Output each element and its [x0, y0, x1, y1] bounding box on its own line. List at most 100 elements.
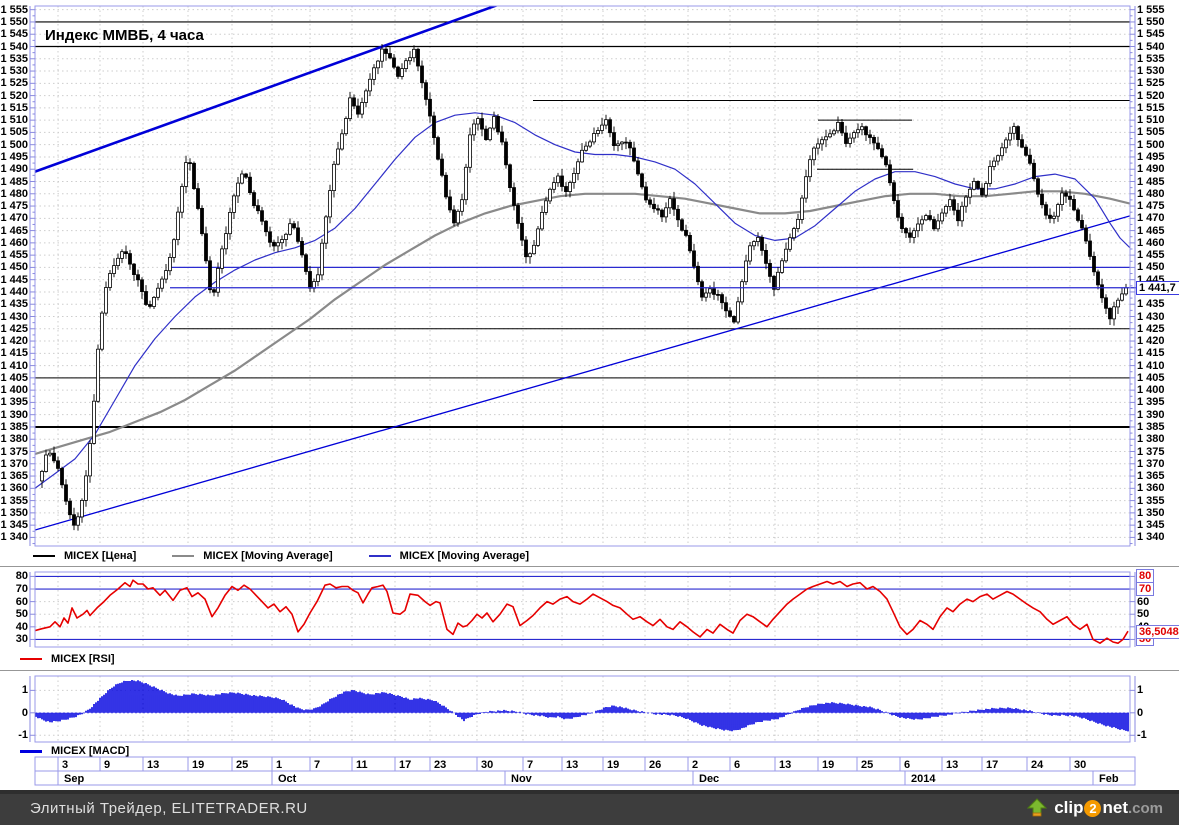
y-axis-label-right: 1 365 [1137, 470, 1165, 483]
legend-price: MICEX [Цена] [33, 550, 136, 562]
y-axis-label-left: 1 350 [0, 506, 28, 519]
y-axis-label-left: 1 530 [0, 65, 28, 78]
y-axis-label-left: 1 405 [0, 371, 28, 384]
y-axis-label-right: 1 355 [1137, 494, 1165, 507]
y-axis-label-right: 1 415 [1137, 347, 1165, 360]
y-axis-label-right: 1 530 [1137, 65, 1165, 78]
y-axis-label-right: 1 380 [1137, 433, 1165, 446]
y-axis-label-right: 1 410 [1137, 359, 1165, 372]
date-day-label: 9 [104, 759, 111, 771]
rsi-line-swatch [20, 658, 42, 660]
date-month-label: Sep [64, 773, 85, 785]
y-axis-label-right: 1 510 [1137, 114, 1165, 127]
logo-clip-text: clip [1054, 798, 1084, 817]
panel-separator [0, 566, 1179, 568]
y-axis-label-left: 1 340 [0, 531, 28, 544]
axis-rulers [29, 6, 1136, 742]
y-axis-label-right: 1 345 [1137, 519, 1165, 532]
date-day-label: 26 [649, 759, 662, 771]
date-month-label: Nov [511, 773, 532, 785]
date-day-label: 24 [1031, 759, 1044, 771]
y-axis-label-left: 1 395 [0, 396, 28, 409]
y-axis-label-right: 1 500 [1137, 138, 1165, 151]
y-axis-label-left: 1 415 [0, 347, 28, 360]
legend-ma-fast: MICEX [Moving Average] [368, 550, 529, 562]
y-axis-label-right: 1 535 [1137, 52, 1165, 65]
rsi-axis-label-left: 80 [15, 570, 28, 583]
rsi-panel [35, 575, 1130, 645]
clip2net-logo[interactable]: clip 2 net .com [1027, 797, 1163, 819]
macd-axis-label-right: 0 [1137, 706, 1144, 719]
date-axis [34, 756, 1136, 786]
date-month-label: Dec [699, 773, 720, 785]
date-day-label: 1 [276, 759, 283, 771]
y-axis-label-right: 1 420 [1137, 335, 1165, 348]
chart-canvas [29, 5, 1179, 786]
y-axis-label-left: 1 520 [0, 89, 28, 102]
y-axis-label-left: 1 455 [0, 249, 28, 262]
rsi-axis-label-left: 30 [15, 633, 28, 646]
rsi-axis-label-left: 60 [15, 595, 28, 608]
legend-rsi-label: MICEX [RSI] [51, 653, 115, 665]
rsi-axis-label-left: 70 [15, 583, 28, 596]
y-axis-label-right: 1 520 [1137, 89, 1165, 102]
date-day-label: 19 [607, 759, 620, 771]
y-axis-label-left: 1 535 [0, 52, 28, 65]
y-axis-label-right: 1 485 [1137, 175, 1165, 188]
current-price-box: 1 441,7 [1136, 281, 1179, 295]
macd-legend: MICEX [MACD] [20, 743, 165, 759]
y-axis-label-right: 1 515 [1137, 101, 1165, 114]
chart-title: Индекс ММВБ, 4 часа [45, 27, 204, 44]
date-day-label: 13 [946, 759, 959, 771]
ma-slow-swatch [172, 555, 195, 557]
y-axis-label-right: 1 340 [1137, 531, 1165, 544]
legend-ma-slow-label: MICEX [Moving Average] [203, 550, 333, 562]
y-axis-label-left: 1 440 [0, 285, 28, 298]
y-axis-label-right: 1 360 [1137, 482, 1165, 495]
y-axis-label-left: 1 485 [0, 175, 28, 188]
rsi-value-box: 36,5048 [1136, 625, 1179, 639]
y-axis-label-right: 1 465 [1137, 224, 1165, 237]
y-axis-label-left: 1 370 [0, 457, 28, 470]
rsi-axis-label-left: 40 [15, 620, 28, 633]
y-axis-label-right: 1 430 [1137, 310, 1165, 323]
candles [40, 44, 1128, 531]
y-axis-label-left: 1 475 [0, 200, 28, 213]
y-axis-label-left: 1 360 [0, 482, 28, 495]
panel-separator-2 [0, 670, 1179, 672]
date-day-label: 2 [692, 759, 699, 771]
date-day-label: 17 [399, 759, 412, 771]
y-axis-label-left: 1 545 [0, 28, 28, 41]
ma-fast-swatch [368, 555, 391, 557]
main-legend: MICEX [Цена] MICEX [Moving Average] MICE… [33, 548, 565, 564]
date-day-label: 17 [986, 759, 999, 771]
y-axis-label-right: 1 395 [1137, 396, 1165, 409]
y-axis-label-left: 1 380 [0, 433, 28, 446]
y-axis-label-left: 1 550 [0, 15, 28, 28]
date-month-label: 2014 [911, 773, 936, 785]
y-axis-label-right: 1 425 [1137, 322, 1165, 335]
legend-price-label: MICEX [Цена] [64, 550, 137, 562]
y-axis-label-left: 1 555 [0, 3, 28, 16]
y-axis-label-right: 1 540 [1137, 40, 1165, 53]
rsi-axis-label-right: 50 [1137, 608, 1150, 621]
date-day-label: 19 [192, 759, 205, 771]
y-axis-label-left: 1 410 [0, 359, 28, 372]
date-day-label: 7 [314, 759, 321, 771]
y-axis-label-right: 1 350 [1137, 506, 1165, 519]
y-axis-label-right: 1 370 [1137, 457, 1165, 470]
y-axis-label-right: 1 550 [1137, 15, 1165, 28]
date-day-label: 3 [62, 759, 69, 771]
date-day-label: 30 [1074, 759, 1087, 771]
date-day-label: 11 [356, 759, 368, 771]
y-axis-label-right: 1 480 [1137, 187, 1165, 200]
date-day-label: 13 [779, 759, 792, 771]
y-axis-label-left: 1 490 [0, 163, 28, 176]
y-axis-label-left: 1 445 [0, 273, 28, 286]
date-day-label: 13 [147, 759, 160, 771]
macd-axis-label-left: 1 [21, 684, 28, 697]
legend-macd: MICEX [MACD] [20, 745, 129, 757]
y-axis-label-right: 1 405 [1137, 371, 1165, 384]
date-day-label: 25 [861, 759, 874, 771]
